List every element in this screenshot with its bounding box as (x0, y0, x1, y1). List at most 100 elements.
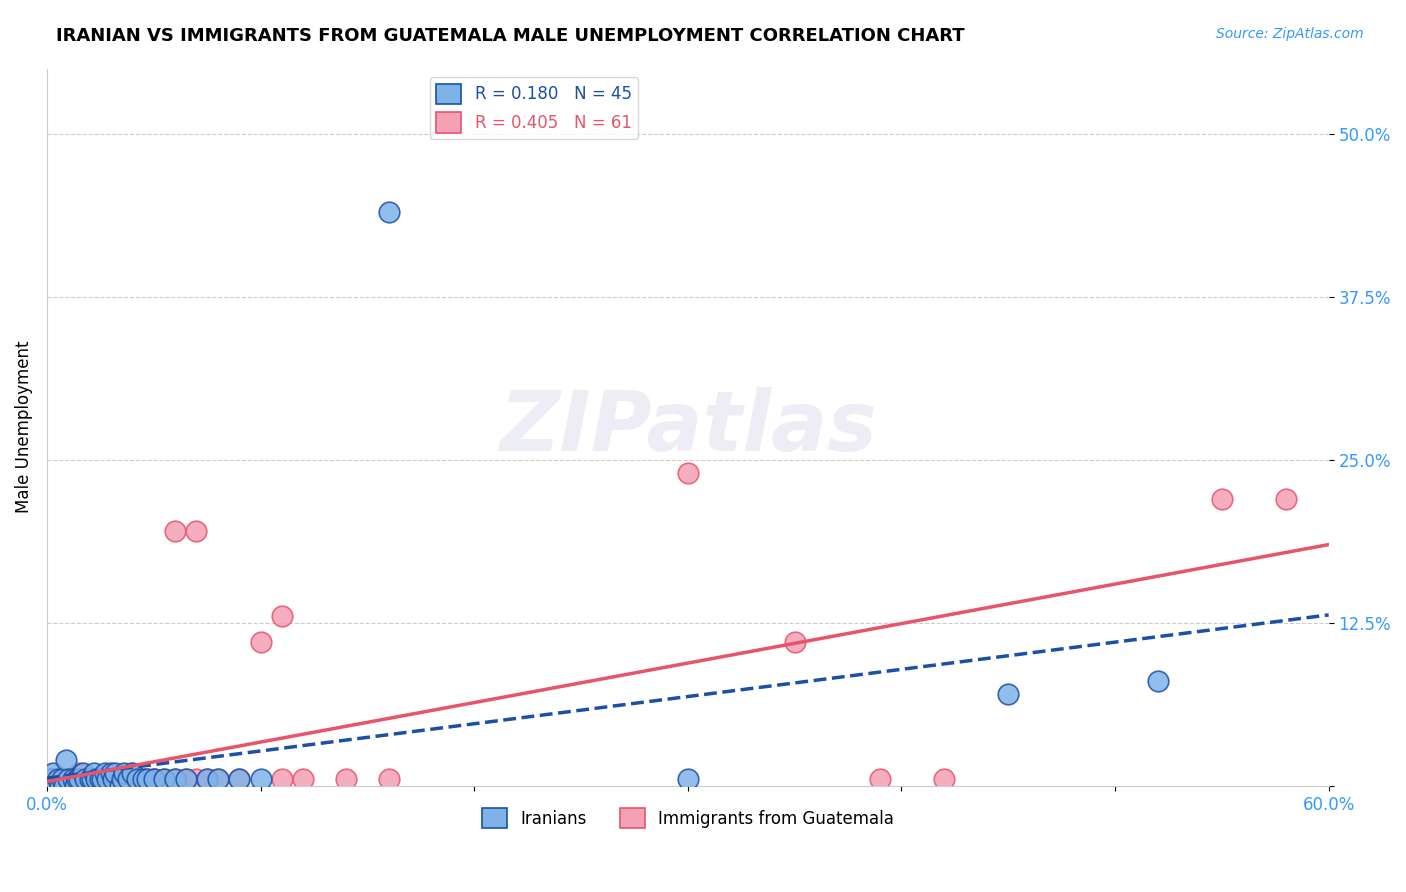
Immigrants from Guatemala (111, 772, 134, 787)
Iranians (165, 772, 187, 787)
Immigrants from Guatemala (46, 779, 69, 793)
Iranians (53, 779, 76, 793)
Iranians (46, 772, 69, 787)
Iranians (111, 772, 134, 787)
Y-axis label: Male Unemployment: Male Unemployment (15, 341, 32, 514)
Immigrants from Guatemala (1211, 491, 1233, 506)
Iranians (63, 779, 86, 793)
Iranians (89, 772, 111, 787)
Immigrants from Guatemala (75, 779, 97, 793)
Immigrants from Guatemala (80, 772, 103, 787)
Text: ZIPatlas: ZIPatlas (499, 386, 877, 467)
Immigrants from Guatemala (132, 772, 155, 787)
Immigrants from Guatemala (67, 765, 90, 780)
Iranians (195, 772, 218, 787)
Iranians (174, 772, 197, 787)
Immigrants from Guatemala (335, 772, 357, 787)
Iranians (104, 765, 127, 780)
Immigrants from Guatemala (76, 772, 98, 787)
Immigrants from Guatemala (142, 772, 165, 787)
Iranians (997, 688, 1019, 702)
Immigrants from Guatemala (228, 772, 250, 787)
Iranians (51, 772, 73, 787)
Immigrants from Guatemala (96, 772, 118, 787)
Iranians (48, 779, 70, 793)
Iranians (62, 772, 84, 787)
Immigrants from Guatemala (93, 772, 115, 787)
Immigrants from Guatemala (100, 772, 122, 787)
Immigrants from Guatemala (97, 772, 120, 787)
Immigrants from Guatemala (195, 772, 218, 787)
Iranians (153, 772, 176, 787)
Immigrants from Guatemala (125, 772, 148, 787)
Immigrants from Guatemala (783, 635, 806, 649)
Iranians (80, 772, 103, 787)
Immigrants from Guatemala (377, 772, 399, 787)
Immigrants from Guatemala (63, 772, 86, 787)
Iranians (136, 772, 159, 787)
Immigrants from Guatemala (79, 772, 101, 787)
Immigrants from Guatemala (51, 772, 73, 787)
Immigrants from Guatemala (48, 772, 70, 787)
Immigrants from Guatemala (136, 772, 159, 787)
Iranians (83, 765, 105, 780)
Iranians (100, 765, 122, 780)
Immigrants from Guatemala (869, 772, 891, 787)
Iranians (142, 772, 165, 787)
Iranians (117, 772, 139, 787)
Iranians (108, 779, 131, 793)
Immigrants from Guatemala (105, 772, 128, 787)
Immigrants from Guatemala (70, 772, 93, 787)
Immigrants from Guatemala (249, 635, 271, 649)
Iranians (112, 765, 135, 780)
Immigrants from Guatemala (89, 772, 111, 787)
Immigrants from Guatemala (58, 772, 80, 787)
Immigrants from Guatemala (84, 779, 107, 793)
Immigrants from Guatemala (58, 772, 80, 787)
Iranians (207, 772, 229, 787)
Immigrants from Guatemala (115, 772, 138, 787)
Iranians (93, 765, 115, 780)
Immigrants from Guatemala (676, 466, 699, 480)
Immigrants from Guatemala (165, 772, 187, 787)
Iranians (125, 772, 148, 787)
Immigrants from Guatemala (62, 779, 84, 793)
Immigrants from Guatemala (270, 772, 292, 787)
Legend: Iranians, Immigrants from Guatemala: Iranians, Immigrants from Guatemala (475, 801, 901, 835)
Immigrants from Guatemala (142, 772, 165, 787)
Immigrants from Guatemala (121, 765, 143, 780)
Immigrants from Guatemala (104, 772, 127, 787)
Iranians (249, 772, 271, 787)
Iranians (58, 772, 80, 787)
Immigrants from Guatemala (932, 772, 955, 787)
Iranians (377, 205, 399, 219)
Immigrants from Guatemala (186, 524, 208, 539)
Immigrants from Guatemala (174, 772, 197, 787)
Iranians (132, 772, 155, 787)
Immigrants from Guatemala (165, 524, 187, 539)
Iranians (676, 772, 699, 787)
Immigrants from Guatemala (55, 779, 77, 793)
Iranians (96, 772, 118, 787)
Iranians (75, 772, 97, 787)
Immigrants from Guatemala (153, 772, 176, 787)
Iranians (91, 772, 114, 787)
Iranians (121, 765, 143, 780)
Immigrants from Guatemala (207, 772, 229, 787)
Iranians (42, 765, 65, 780)
Iranians (72, 765, 94, 780)
Iranians (79, 772, 101, 787)
Iranians (101, 772, 124, 787)
Iranians (228, 772, 250, 787)
Immigrants from Guatemala (53, 772, 76, 787)
Text: IRANIAN VS IMMIGRANTS FROM GUATEMALA MALE UNEMPLOYMENT CORRELATION CHART: IRANIAN VS IMMIGRANTS FROM GUATEMALA MAL… (56, 27, 965, 45)
Immigrants from Guatemala (117, 772, 139, 787)
Immigrants from Guatemala (46, 772, 69, 787)
Iranians (66, 772, 89, 787)
Iranians (55, 753, 77, 767)
Immigrants from Guatemala (270, 609, 292, 624)
Immigrants from Guatemala (292, 772, 315, 787)
Immigrants from Guatemala (42, 772, 65, 787)
Immigrants from Guatemala (66, 772, 89, 787)
Immigrants from Guatemala (83, 772, 105, 787)
